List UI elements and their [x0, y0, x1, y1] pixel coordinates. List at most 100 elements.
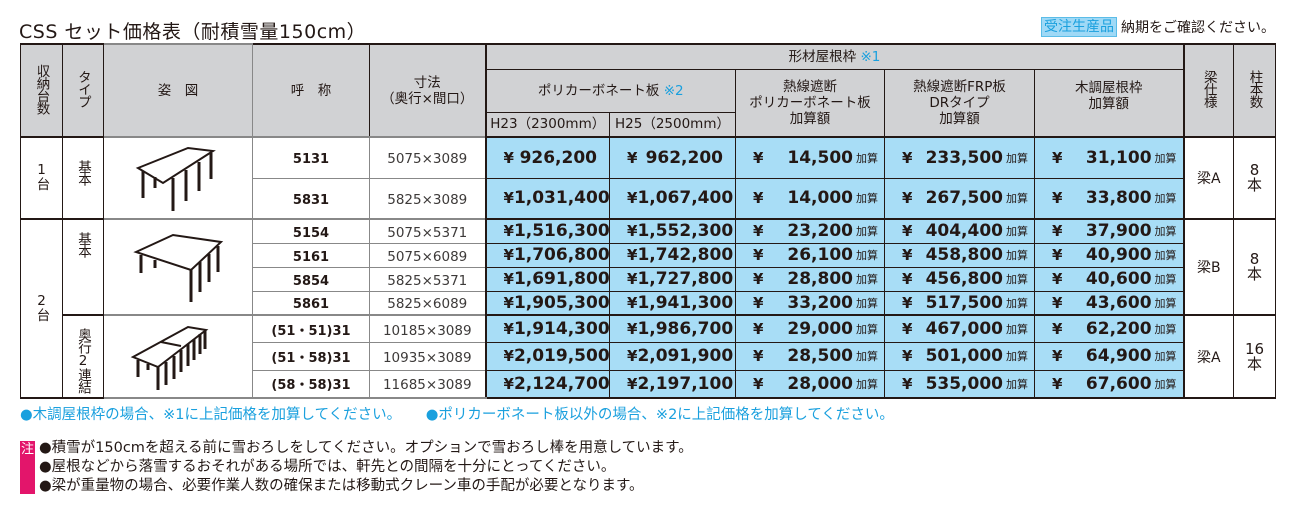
- addon-wood: ¥40,600 加算: [1033, 266, 1185, 292]
- price-h23: ¥2,019,500: [484, 342, 610, 371]
- addon-frp: ¥535,000 加算: [884, 369, 1035, 399]
- made-to-order-badge: 受注生産品: [1041, 17, 1117, 37]
- header-h25: H25（2500mm）: [609, 111, 736, 138]
- dimensions: 10935×3089: [369, 342, 486, 371]
- addon-heat-poly: ¥28,000 加算: [735, 369, 885, 399]
- price-h23: ¥1,516,300: [484, 218, 610, 244]
- price-h25: ¥1,742,800: [609, 242, 736, 268]
- table-row: (51・58)31 10935×3089 ¥2,019,500 ¥2,091,900 ¥…: [21, 342, 1276, 371]
- dimensions: 5075×5371: [369, 218, 486, 244]
- addon-frp: ¥467,000 加算: [884, 314, 1035, 344]
- table-row: (58・58)31 11685×3089 ¥2,124,700 ¥2,197,100 ¥…: [21, 369, 1276, 399]
- addon-wood: ¥64,900 加算: [1033, 342, 1185, 371]
- price-table: 収納台数 タイプ 姿 図 呼 称 寸法 （奥行×間口） 形材屋根枠 ※1 梁仕様…: [20, 43, 1277, 399]
- type-cell: 基本: [62, 136, 104, 220]
- price-h23: ¥1,691,800: [484, 266, 610, 292]
- caution-line: ●積雪が150cmを超える前に雪おろしをしてください。オプションで雪おろし棒を用…: [39, 440, 693, 456]
- model-name: 5861: [252, 290, 370, 316]
- figure-cell: [103, 136, 253, 220]
- addon-frp: ¥404,400 加算: [884, 218, 1035, 244]
- dimensions: 11685×3089: [369, 369, 486, 399]
- header-figure: 姿 図: [103, 43, 253, 138]
- figure-cell: [103, 218, 253, 316]
- addon-frp: ¥267,500 加算: [884, 177, 1035, 220]
- addon-wood: ¥31,100 加算: [1033, 136, 1185, 179]
- model-name: 5161: [252, 242, 370, 268]
- header-pillars: 柱本数: [1233, 43, 1277, 138]
- dimensions: 5075×6089: [369, 242, 486, 268]
- header-type: タイプ: [62, 43, 104, 138]
- model-name: 5154: [252, 218, 370, 244]
- beam-spec: 梁B: [1182, 218, 1235, 316]
- page-title: CSS セット価格表（耐積雪量150cm）: [19, 21, 367, 43]
- dimensions: 5825×6089: [369, 290, 486, 316]
- addon-wood: ¥67,600 加算: [1033, 369, 1185, 399]
- table-row: 1台 基本 5131 5075×3089 ¥926,200 ¥962,200 ¥14,500…: [20, 136, 1277, 220]
- header-name: 呼 称: [252, 43, 370, 138]
- addon-wood: ¥43,600 加算: [1033, 290, 1185, 316]
- count-cell: 1台: [20, 136, 63, 220]
- price-h23: ¥1,905,300: [484, 290, 610, 316]
- addon-heat-poly: ¥23,200 加算: [735, 218, 885, 244]
- price-h25: ¥1,727,800: [609, 266, 736, 292]
- pillar-count: 16 本: [1233, 314, 1277, 399]
- price-h23: ¥926,200: [484, 136, 610, 179]
- table-row: 5831 5825×3089 ¥1,031,400 ¥1,067,400 ¥14,000…: [21, 177, 1276, 220]
- caution-badge: 注: [20, 441, 35, 494]
- header-count: 収納台数: [20, 43, 63, 138]
- header-h23: H23（2300mm）: [484, 111, 610, 138]
- addon-wood: ¥37,900 加算: [1033, 218, 1185, 244]
- addon-frp: ¥458,800 加算: [884, 242, 1035, 268]
- price-h23: ¥1,706,800: [484, 242, 610, 268]
- addon-wood: ¥40,900 加算: [1033, 242, 1185, 268]
- addon-heat-poly: ¥26,100 加算: [735, 242, 885, 268]
- addon-heat-poly: ¥28,800 加算: [735, 266, 885, 292]
- addon-heat-poly: ¥14,500 加算: [735, 136, 885, 179]
- price-h23: ¥1,031,400: [484, 177, 610, 220]
- order-note: 受注生産品 納期をご確認ください。: [1041, 17, 1275, 37]
- footnote-poly: ●ポリカーボネート板以外の場合、※2に上記価格を加算してください。: [425, 407, 894, 423]
- price-h25: ¥1,986,700: [609, 314, 736, 344]
- type-cell: 基本: [62, 218, 104, 316]
- price-h25: ¥962,200: [609, 136, 736, 179]
- addon-heat-poly: ¥28,500 加算: [735, 342, 885, 371]
- header-size: 寸法 （奥行×間口）: [369, 43, 486, 138]
- caution-line: ●屋根などから落雪するおそれがある場所では、軒先との間隔を十分にとってください。: [39, 459, 616, 475]
- addon-frp: ¥517,500 加算: [884, 290, 1035, 316]
- wide-carport-icon: [105, 230, 252, 305]
- model-name: 5131: [252, 136, 370, 179]
- model-name: (51・51)31: [252, 314, 370, 344]
- dimensions: 10185×3089: [369, 314, 486, 344]
- addon-frp: ¥456,800 加算: [884, 266, 1035, 292]
- table-row: 奥行2連結 (51・51)31 10185×3089 ¥1,914,300 ¥1,986…: [21, 314, 1277, 399]
- model-name: (58・58)31: [252, 369, 370, 399]
- price-h23: ¥2,124,700: [484, 369, 610, 399]
- dimensions: 5825×5371: [369, 266, 486, 292]
- table-row: 5861 5825×6089 ¥1,905,300 ¥1,941,300 ¥33,200…: [21, 290, 1276, 316]
- dimensions: 5825×3089: [369, 177, 486, 220]
- addon-heat-poly: ¥14,000 加算: [735, 177, 885, 220]
- header-frame-group: 形材屋根枠 ※1: [484, 43, 1185, 70]
- addon-wood: ¥33,800 加算: [1033, 177, 1185, 220]
- price-h25: ¥2,091,900: [609, 342, 736, 371]
- caution-line: ●梁が重量物の場合、必要作業人数の確保または移動式クレーン車の手配が必要となりま…: [39, 478, 644, 494]
- figure-cell: [103, 314, 253, 399]
- price-h25: ¥1,552,300: [609, 218, 736, 244]
- beam-spec: 梁A: [1182, 314, 1235, 399]
- tandem-carport-icon: [105, 322, 252, 392]
- price-h25: ¥1,067,400: [609, 177, 736, 220]
- dimensions: 5075×3089: [369, 136, 486, 179]
- price-h25: ¥2,197,100: [609, 369, 736, 399]
- header-heat-poly: 熱線遮断 ポリカーボネート板 加算額: [735, 68, 885, 138]
- single-carport-icon: [105, 143, 252, 213]
- price-h23: ¥1,914,300: [484, 314, 610, 344]
- table-row: 2台 基本 5154 5075×5371 ¥1,516,300 ¥1,552,300 ¥23…: [20, 218, 1277, 399]
- type-cell: 奥行2連結: [62, 314, 104, 399]
- count-cell: 2台: [20, 218, 63, 399]
- model-name: 5854: [252, 266, 370, 292]
- table-row: 5854 5825×5371 ¥1,691,800 ¥1,727,800 ¥28,800…: [21, 266, 1276, 292]
- beam-spec: 梁A: [1182, 136, 1235, 220]
- header-beam: 梁仕様: [1182, 43, 1235, 138]
